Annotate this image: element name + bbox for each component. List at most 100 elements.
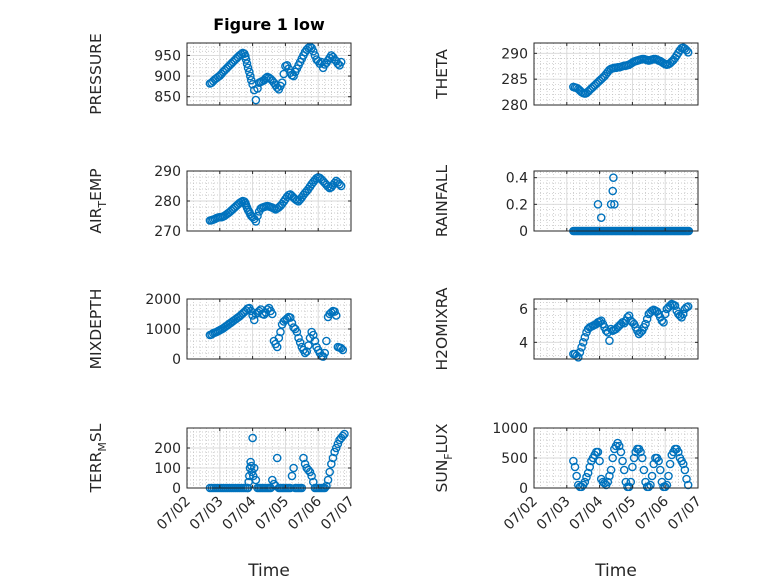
y-tick-label: 0.2: [506, 197, 528, 213]
data-point: [246, 457, 255, 467]
data-point: [322, 336, 331, 346]
data-point: [323, 475, 333, 485]
data-point: [644, 482, 654, 492]
data-point: [336, 181, 346, 191]
data-point: [657, 316, 667, 325]
data-point: [655, 465, 665, 475]
data-point: [300, 348, 310, 358]
data-point: [616, 447, 626, 457]
data-point: [575, 348, 585, 357]
data-point: [328, 453, 338, 463]
data-point: [682, 474, 691, 484]
data-point: [307, 471, 316, 481]
data-point: [646, 480, 655, 490]
data-point: [251, 217, 261, 226]
data-point: [626, 477, 636, 487]
y-tick-label: 850: [154, 90, 181, 106]
data-point: [580, 477, 590, 487]
data-point: [662, 480, 672, 490]
subplot-h2omixra: 4 6 H2OMIXRA: [433, 287, 699, 371]
data-point: [637, 453, 647, 463]
y-tick-label: 0: [172, 481, 181, 497]
axes-box: [533, 298, 699, 360]
data-point: [636, 447, 645, 457]
y-axis-label: MIXDEPTH: [87, 289, 105, 370]
x-tick-label: 07/04: [567, 493, 607, 533]
y-tick-label: 950: [154, 48, 181, 64]
data-point: [641, 319, 650, 329]
data-point: [678, 459, 688, 469]
x-tick-label: 07/06: [285, 493, 325, 533]
subplot-theta: 280 285 290 THETA: [433, 42, 699, 114]
y-axis-label: PRESSURE: [87, 33, 105, 115]
data-point: [683, 480, 693, 490]
data-point: [595, 456, 604, 466]
data-point: [295, 338, 305, 347]
data-point: [647, 471, 657, 481]
data-point: [308, 330, 318, 340]
data-point: [330, 307, 339, 316]
data-point: [582, 472, 591, 482]
subplot-terr-msl: 0 100 200 TERRMSL 07/0207/0307/0407/0507/060…: [87, 423, 358, 581]
axes-box: [186, 427, 352, 489]
subplot-pressure: 850 900 950 PRESSURE Figure 1 low: [87, 15, 352, 115]
data-point: [572, 471, 581, 481]
data-point: [331, 311, 341, 320]
data-point: [289, 463, 298, 473]
x-tick-label: 07/02: [501, 494, 541, 534]
data-point: [287, 471, 297, 481]
data-point: [573, 353, 583, 362]
data-point: [628, 462, 637, 472]
data-point: [619, 465, 629, 475]
data-point: [243, 63, 253, 73]
data-point: [253, 84, 262, 93]
y-tick-label: 0.4: [506, 171, 528, 187]
y-tick-label: 290: [501, 46, 528, 62]
data-point: [605, 471, 614, 481]
data-point: [253, 211, 262, 221]
data-point: [665, 459, 675, 469]
y-axis-label: SUNFLUX: [433, 423, 455, 492]
data-point: [624, 311, 634, 320]
data-point: [618, 456, 627, 466]
data-point: [670, 301, 680, 310]
data-point: [682, 45, 691, 55]
y-tick-label: 290: [154, 164, 181, 180]
y-tick-label: 200: [154, 441, 181, 457]
x-tick-label: 07/07: [665, 494, 705, 534]
y-tick-label: 285: [501, 72, 528, 88]
x-tick-label: 07/07: [318, 494, 358, 534]
data-point: [338, 431, 348, 441]
data-point: [596, 213, 606, 222]
x-axis-label: Time: [247, 561, 290, 581]
subplot-air-temp: 270 280 290 AIRTEMP: [87, 164, 352, 240]
data-point: [629, 453, 639, 463]
data-point: [272, 342, 282, 352]
data-point: [302, 347, 312, 356]
data-point: [678, 309, 688, 319]
data-point: [245, 463, 255, 473]
data-point: [325, 467, 334, 477]
data-point: [236, 49, 246, 59]
data-point: [322, 481, 331, 491]
subplot-mixdepth: 0 1000 2000 MIXDEPTH: [87, 289, 352, 370]
y-axis-label: RAINFALL: [433, 164, 451, 237]
data-point: [251, 475, 261, 485]
data-point: [242, 59, 252, 68]
data-point: [610, 200, 619, 209]
data-point: [639, 465, 649, 475]
data-point: [674, 447, 683, 457]
data-point: [338, 345, 348, 355]
data-point: [680, 465, 690, 475]
x-tick-label: 07/02: [154, 494, 194, 534]
data-point: [310, 336, 320, 346]
data-point: [299, 453, 308, 463]
data-point: [249, 463, 259, 473]
data-point: [284, 64, 293, 73]
data-point: [286, 313, 295, 322]
data-point: [654, 456, 663, 466]
data-point: [570, 462, 580, 472]
data-point: [608, 453, 618, 463]
axes-box: [186, 42, 352, 106]
